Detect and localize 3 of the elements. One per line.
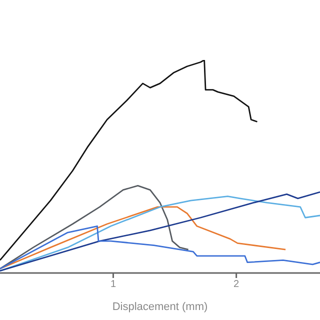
x-axis-title: Displacement (mm) — [112, 301, 208, 313]
x-tick-label: 1 — [110, 279, 116, 290]
x-tick-label: 2 — [234, 279, 240, 290]
